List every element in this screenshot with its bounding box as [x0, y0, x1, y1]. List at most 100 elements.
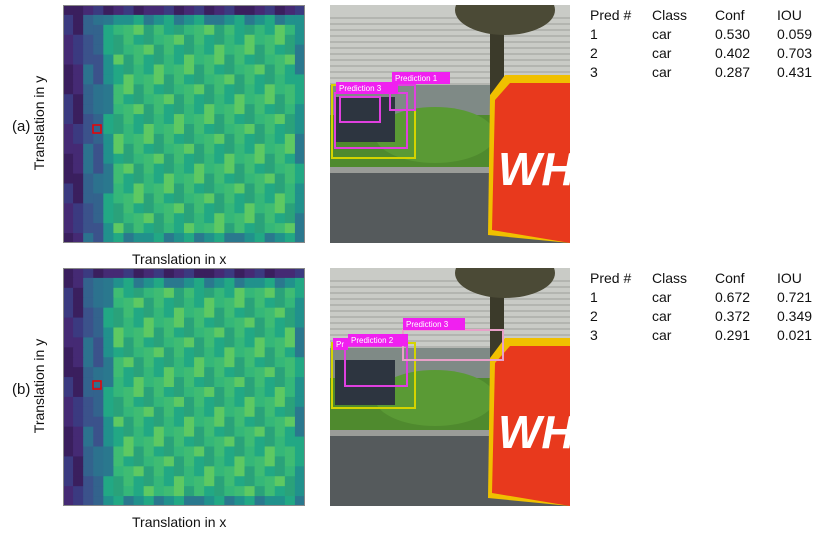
curb [330, 430, 570, 436]
row-label: (b) [12, 381, 31, 398]
heatmap-cell [234, 297, 245, 309]
heatmap-cell [194, 104, 205, 115]
heatmap-cell [274, 446, 286, 457]
heatmap-cell [123, 396, 135, 408]
heatmap-cell [113, 268, 124, 279]
heatmap-cell [204, 426, 215, 438]
heatmap-cell [254, 94, 266, 105]
heatmap-cell [83, 268, 94, 279]
heatmap-cell [234, 327, 245, 338]
heatmap-cell [163, 223, 175, 234]
heatmap-cell [143, 193, 155, 204]
heatmap-cell [284, 54, 296, 65]
heatmap-cell [163, 297, 175, 309]
heatmap-cell [224, 406, 235, 418]
table-cell: 0.402 [715, 45, 751, 61]
heatmap-cell [123, 114, 135, 125]
heatmap-cell [274, 5, 286, 16]
heatmap-cell [143, 297, 155, 309]
overlay-label: Pr [336, 340, 344, 349]
heatmap-cell [274, 426, 286, 438]
heatmap-cell [103, 124, 114, 135]
heatmap-cell [163, 436, 175, 447]
heatmap-cell [254, 317, 266, 328]
wall-stripe [330, 316, 570, 318]
heatmap-cell [294, 74, 305, 85]
heatmap-cell [214, 173, 225, 184]
wall-stripe [330, 65, 570, 67]
heatmap-cell [103, 143, 114, 155]
heatmap-cell [163, 34, 175, 46]
heatmap-cell [294, 446, 305, 457]
heatmap-cell [153, 287, 165, 299]
heatmap-cell [153, 173, 165, 184]
heatmap-cell [204, 193, 215, 204]
heatmap-cell [153, 5, 165, 16]
heatmap-cell [264, 287, 276, 299]
heatmap-cell [284, 143, 296, 155]
heatmap-cell [63, 357, 74, 368]
heatmap-cell [234, 268, 245, 279]
heatmap-cell [254, 307, 266, 319]
heatmap-cell [123, 54, 135, 65]
heatmap-cell [294, 233, 305, 243]
heatmap-cell [153, 406, 165, 418]
heatmap-cell [294, 337, 305, 348]
heatmap-cell [274, 133, 286, 145]
heatmap-cell [284, 446, 296, 457]
heatmap-cell [153, 84, 165, 95]
heatmap-cell [204, 233, 215, 243]
heatmap-cell [153, 64, 165, 75]
heatmap-cell [184, 34, 195, 46]
table-cell: car [652, 327, 672, 343]
heatmap-cell [284, 297, 296, 309]
heatmap-cell [244, 456, 256, 467]
heatmap-cell [184, 387, 195, 398]
heatmap-cell [63, 287, 74, 299]
heatmap-cell [214, 24, 225, 36]
heatmap-cell [163, 183, 175, 194]
heatmap-cell [214, 193, 225, 204]
heatmap-cell [184, 24, 195, 36]
heatmap-cell [143, 104, 155, 115]
heatmap-cell [194, 387, 205, 398]
heatmap-cell [284, 34, 296, 46]
heatmap-cell [143, 268, 155, 279]
heatmap-cell [73, 24, 84, 36]
heatmap-cell [284, 406, 296, 418]
heatmap-cell [63, 446, 74, 457]
heatmap-cell [214, 44, 225, 56]
heatmap-cell [123, 377, 135, 388]
heatmap-cell [93, 327, 104, 338]
heatmap-cell [93, 268, 104, 279]
heatmap-cell [194, 54, 205, 65]
heatmap-cell [93, 84, 104, 95]
heatmap-cell [244, 476, 256, 487]
heatmap-cell [274, 466, 286, 477]
table-cell: 0.431 [777, 64, 813, 80]
heatmap-cell [93, 213, 104, 224]
heatmap-cell [204, 104, 215, 115]
heatmap-cell [254, 54, 266, 65]
heatmap-cell [234, 34, 245, 46]
heatmap-cell [264, 317, 276, 328]
heatmap-cell [103, 416, 114, 428]
heatmap-cell [133, 377, 145, 388]
heatmap-cell [184, 287, 195, 299]
heatmap-cell [173, 357, 185, 368]
heatmap-cell [173, 213, 185, 224]
heatmap-cell [204, 416, 215, 428]
heatmap-cell [284, 337, 296, 348]
heatmap-cell [83, 14, 94, 26]
heatmap-border [63, 5, 305, 243]
heatmap-cell [133, 143, 145, 155]
heatmap-cell [244, 5, 256, 16]
heatmap-cell [264, 416, 276, 428]
y-axis-label: Translation in y [31, 338, 48, 434]
table-header: Pred # [590, 7, 632, 23]
heatmap-cell [93, 406, 104, 418]
heatmap-cell [254, 416, 266, 428]
heatmap-cell [163, 426, 175, 438]
heatmap-cell [194, 476, 205, 487]
heatmap-cell [184, 133, 195, 145]
